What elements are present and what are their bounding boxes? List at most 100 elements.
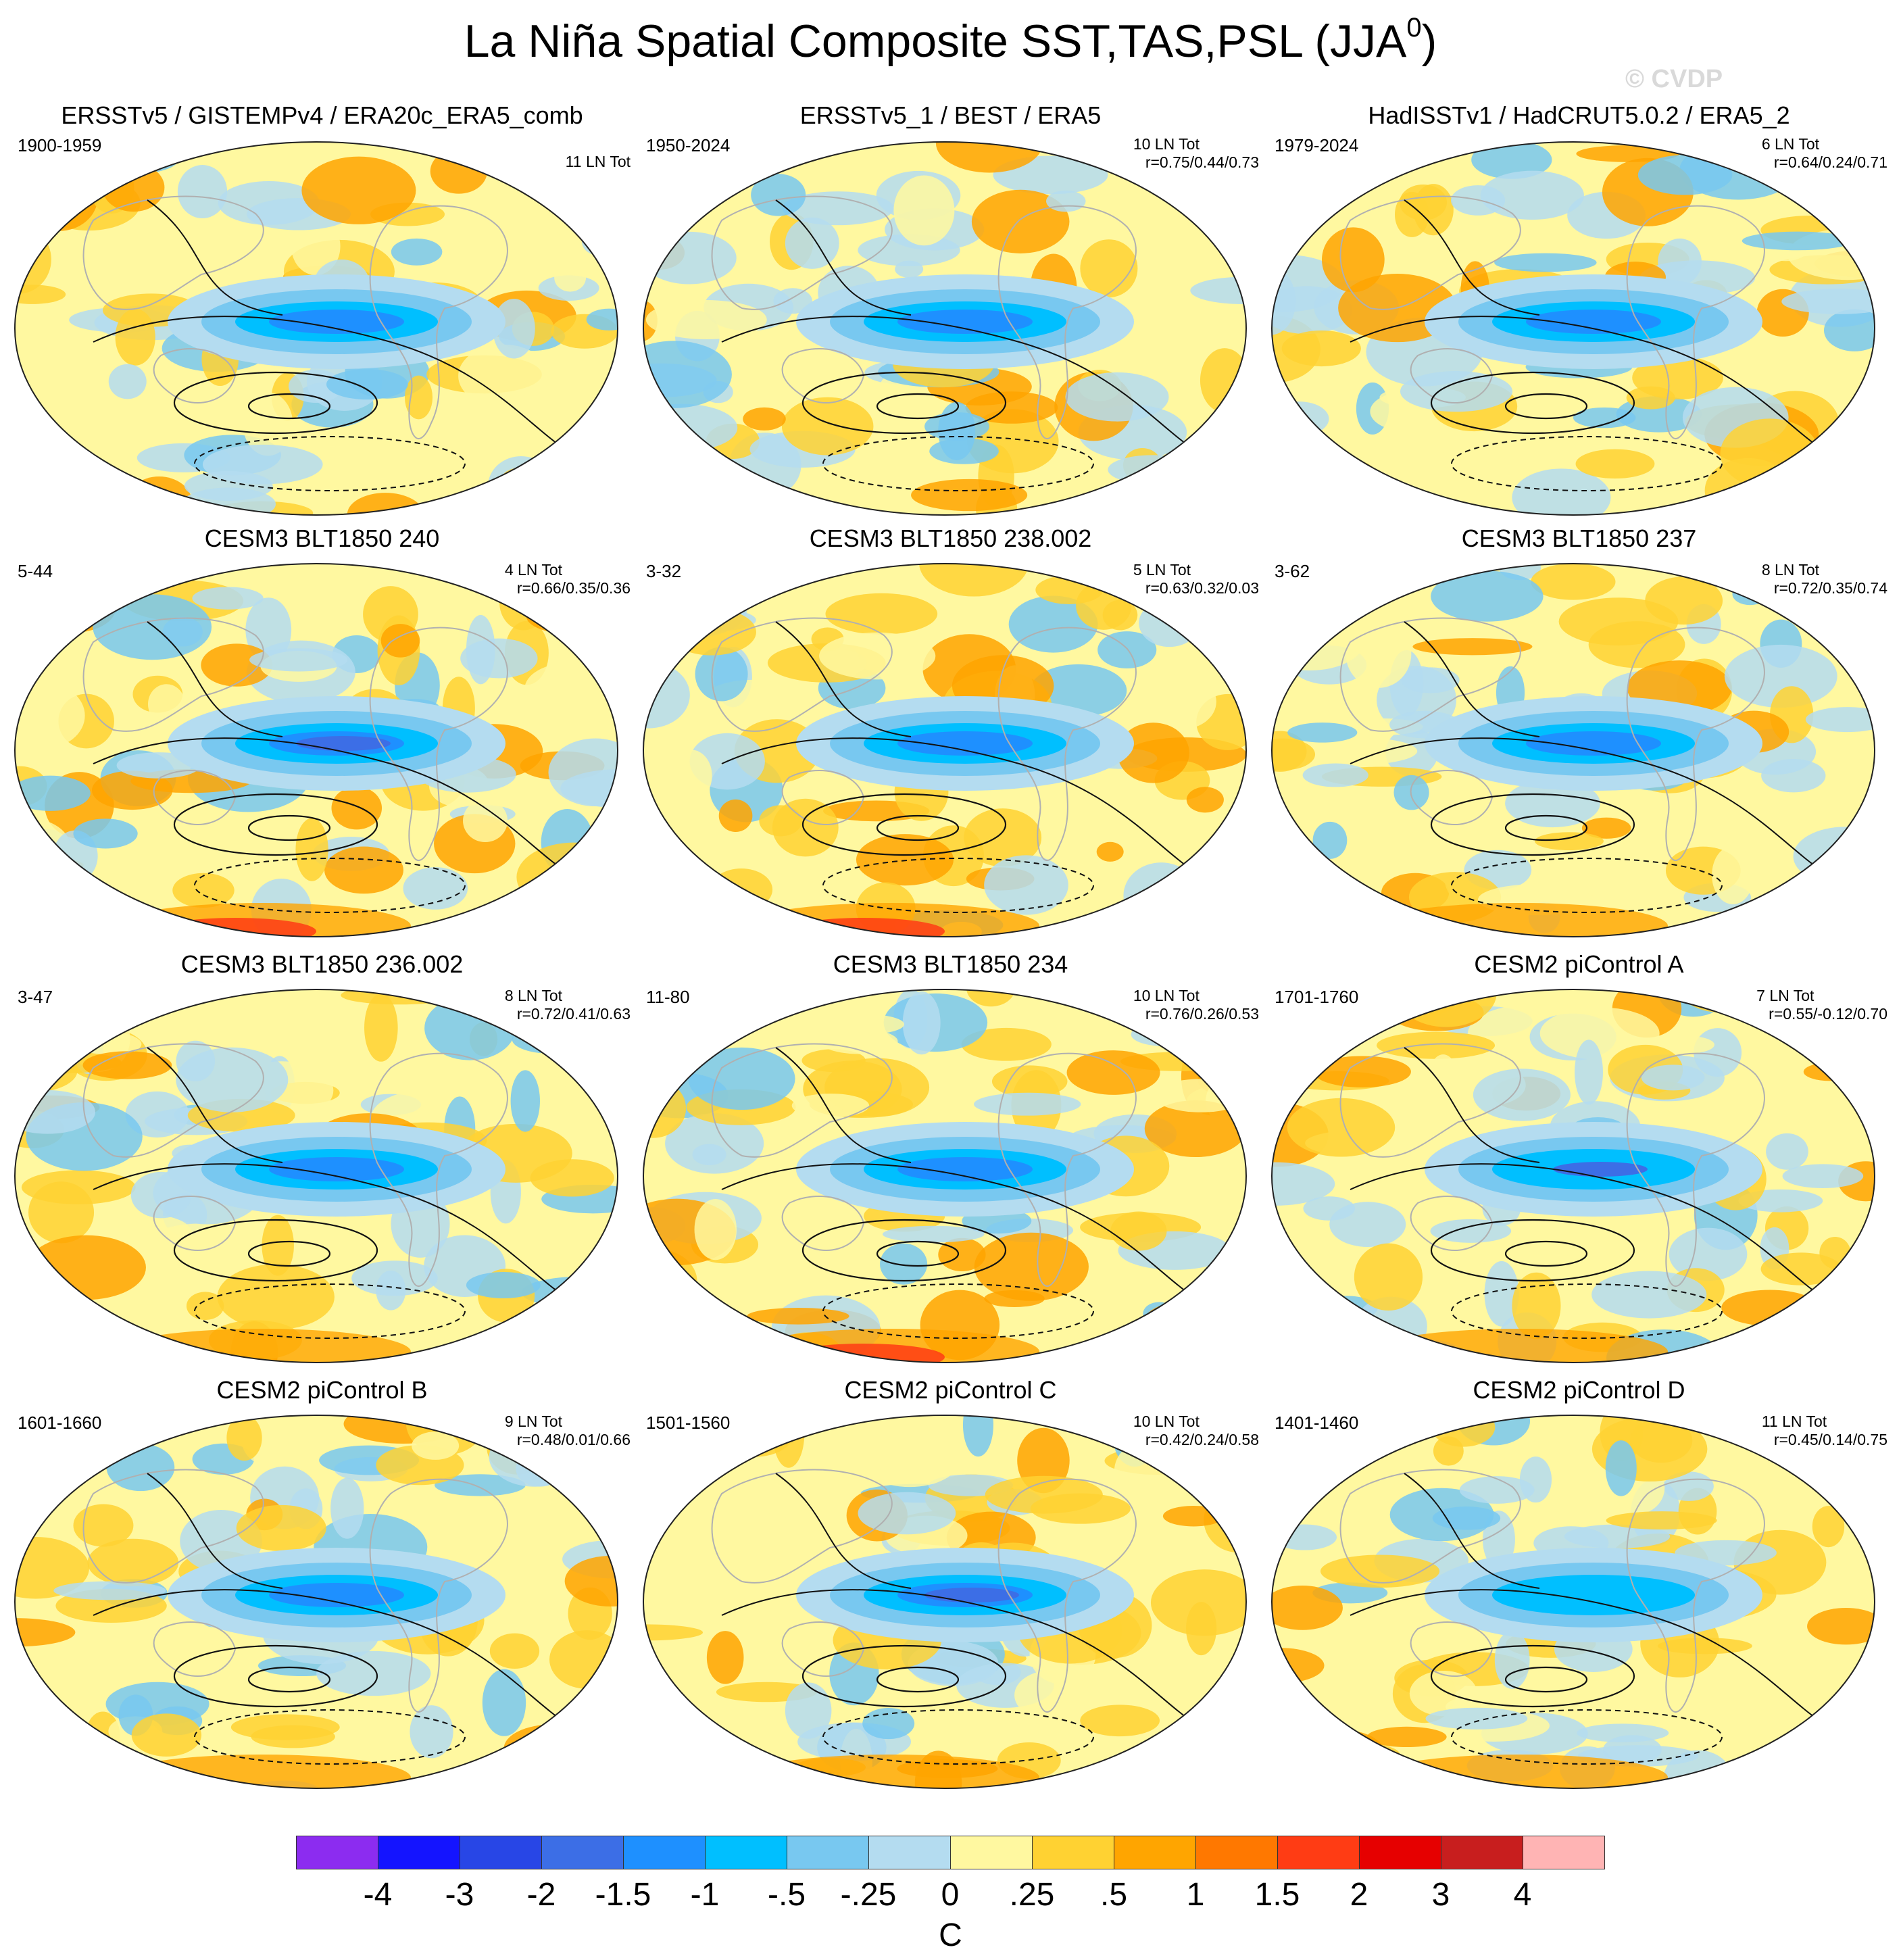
colorbar-swatch <box>296 1836 378 1869</box>
colorbar-swatch <box>950 1836 1033 1869</box>
watermark: © CVDP <box>1625 65 1723 93</box>
colorbar-tick-label: 1 <box>1186 1877 1205 1913</box>
event-count: 8 LN Tot <box>1761 561 1820 579</box>
panel-event-count: 7 LN Tot r=0.55/-0.12/0.70 <box>1756 987 1887 1023</box>
panel-title: CESM2 piControl B <box>216 1376 428 1404</box>
robinson-map <box>1271 1415 1875 1789</box>
pattern-correlation: r=0.42/0.24/0.58 <box>1145 1431 1259 1448</box>
map-panel: CESM3 BLT1850 234 11-80 10 LN Tot r=0.76/0.… <box>634 950 1267 1386</box>
event-count: 10 LN Tot <box>1133 1413 1200 1430</box>
event-count: 7 LN Tot <box>1756 987 1814 1004</box>
map-panel: ERSSTv5 / GISTEMPv4 / ERA20c_ERA5_comb 19… <box>5 101 639 534</box>
colorbar-units: C <box>939 1917 962 1953</box>
event-count: 10 LN Tot <box>1133 135 1200 153</box>
pattern-correlation: r=0.63/0.32/0.03 <box>1145 579 1259 597</box>
event-count: 9 LN Tot <box>504 1413 563 1430</box>
panel-event-count: 10 LN Tot r=0.75/0.44/0.73 <box>1133 135 1259 172</box>
colorbar-tick-label: -.5 <box>767 1877 806 1913</box>
panel-event-count: 4 LN Tot r=0.66/0.35/0.36 <box>505 561 631 597</box>
colorbar-tick-label: .5 <box>1100 1877 1128 1913</box>
colorbar-swatch <box>541 1836 624 1869</box>
panel-title: CESM3 BLT1850 238.002 <box>809 524 1092 552</box>
panel-years: 3-62 <box>1275 561 1310 581</box>
colorbar-swatch <box>1032 1836 1114 1869</box>
colorbar-tick-label: 2 <box>1350 1877 1368 1913</box>
colorbar-tick-label: 4 <box>1513 1877 1532 1913</box>
colorbar-swatch <box>1195 1836 1278 1869</box>
panel-title: CESM3 BLT1850 236.002 <box>180 950 464 978</box>
colorbar-swatch <box>1114 1836 1196 1869</box>
robinson-map <box>1271 563 1875 937</box>
colorbar-tick-label: 3 <box>1431 1877 1450 1913</box>
panel-years: 1601-1660 <box>18 1413 102 1433</box>
panel-title: HadISSTv1 / HadCRUT5.0.2 / ERA5_2 <box>1368 101 1790 129</box>
pattern-correlation: r=0.48/0.01/0.66 <box>516 1431 631 1448</box>
panel-event-count: 8 LN Tot r=0.72/0.35/0.74 <box>1762 561 1887 597</box>
main-title-suffix: ) <box>1421 16 1437 67</box>
colorbar-tick-label: -.25 <box>840 1877 897 1913</box>
map-panel: CESM2 piControl D 1401-1460 11 LN Tot r=0.4… <box>1262 1376 1896 1811</box>
panel-title: CESM3 BLT1850 240 <box>204 524 440 552</box>
panel-event-count: 6 LN Tot r=0.64/0.24/0.71 <box>1762 135 1887 172</box>
panel-years: 1401-1460 <box>1275 1413 1359 1433</box>
panel-title: ERSSTv5 / GISTEMPv4 / ERA20c_ERA5_comb <box>61 101 583 129</box>
colorbar-tick-label: -4 <box>363 1877 393 1913</box>
panel-event-count: 11 LN Tot r=0.45/0.14/0.75 <box>1762 1413 1887 1449</box>
panel-event-count: 9 LN Tot r=0.48/0.01/0.66 <box>505 1413 631 1449</box>
colorbar <box>296 1836 1605 1869</box>
pattern-correlation: r=0.45/0.14/0.75 <box>1773 1431 1887 1448</box>
robinson-map <box>1271 989 1875 1363</box>
pattern-correlation: r=0.75/0.44/0.73 <box>1145 153 1259 171</box>
panel-event-count: 11 LN Tot <box>566 153 631 171</box>
colorbar-swatch <box>1523 1836 1605 1869</box>
panel-years: 11-80 <box>646 987 690 1007</box>
map-panel: CESM2 piControl A 1701-1760 7 LN Tot r=0.55… <box>1262 950 1896 1386</box>
main-title-superscript: 0 <box>1406 13 1422 43</box>
robinson-map <box>14 1415 618 1789</box>
robinson-map <box>14 989 618 1363</box>
panel-years: 3-32 <box>646 561 682 581</box>
colorbar-swatch <box>1441 1836 1523 1869</box>
panel-title: CESM2 piControl D <box>1473 1376 1685 1404</box>
panel-years: 3-47 <box>18 987 53 1007</box>
pattern-correlation: r=0.66/0.35/0.36 <box>516 579 631 597</box>
panel-years: 1701-1760 <box>1275 987 1359 1007</box>
robinson-map <box>643 1415 1247 1789</box>
panel-title: CESM2 piControl A <box>1474 950 1684 978</box>
panel-title: ERSSTv5_1 / BEST / ERA5 <box>799 101 1102 129</box>
colorbar-swatch <box>787 1836 869 1869</box>
pattern-correlation: r=0.72/0.35/0.74 <box>1773 579 1887 597</box>
robinson-map <box>14 563 618 937</box>
panel-years: 1900-1959 <box>18 135 102 155</box>
panel-title: CESM2 piControl C <box>844 1376 1057 1404</box>
colorbar-tick-label: 0 <box>941 1877 960 1913</box>
map-panel: CESM2 piControl C 1501-1560 10 LN Tot r=0.4… <box>634 1376 1267 1811</box>
map-panel: CESM3 BLT1850 236.002 3-47 8 LN Tot r=0.72/… <box>5 950 639 1386</box>
panel-title: CESM3 BLT1850 237 <box>1461 524 1697 552</box>
colorbar-tick-label: 1.5 <box>1254 1877 1300 1913</box>
colorbar-swatch <box>1277 1836 1360 1869</box>
panel-event-count: 10 LN Tot r=0.76/0.26/0.53 <box>1133 987 1259 1023</box>
colorbar-tick-label: -1.5 <box>595 1877 651 1913</box>
colorbar-tick-label: -2 <box>526 1877 556 1913</box>
panel-years: 1501-1560 <box>646 1413 731 1433</box>
colorbar-swatch <box>623 1836 706 1869</box>
pattern-correlation: r=0.55/-0.12/0.70 <box>1769 1005 1887 1023</box>
pattern-correlation: r=0.64/0.24/0.71 <box>1773 153 1887 171</box>
event-count: 11 LN Tot <box>1761 1413 1827 1430</box>
colorbar-swatch <box>460 1836 542 1869</box>
colorbar-tick-label: -1 <box>690 1877 720 1913</box>
pattern-correlation: r=0.76/0.26/0.53 <box>1145 1005 1259 1023</box>
panel-years: 5-44 <box>18 561 53 581</box>
map-panel: ERSSTv5_1 / BEST / ERA5 1950-2024 10 LN To… <box>634 101 1267 534</box>
panel-years: 1950-2024 <box>646 135 731 155</box>
panel-event-count: 8 LN Tot r=0.72/0.41/0.63 <box>505 987 631 1023</box>
map-panel: CESM3 BLT1850 240 5-44 4 LN Tot r=0.66/0.35… <box>5 524 639 960</box>
main-title-text: La Niña Spatial Composite SST,TAS,PSL (J… <box>464 16 1407 67</box>
map-panel: CESM3 BLT1850 238.002 3-32 5 LN Tot r=0.63/… <box>634 524 1267 960</box>
colorbar-swatch <box>1359 1836 1441 1869</box>
robinson-map <box>14 141 618 516</box>
map-panel: CESM2 piControl B 1601-1660 9 LN Tot r=0.48… <box>5 1376 639 1811</box>
pattern-correlation: r=0.72/0.41/0.63 <box>516 1005 631 1023</box>
panel-title: CESM3 BLT1850 234 <box>833 950 1068 978</box>
